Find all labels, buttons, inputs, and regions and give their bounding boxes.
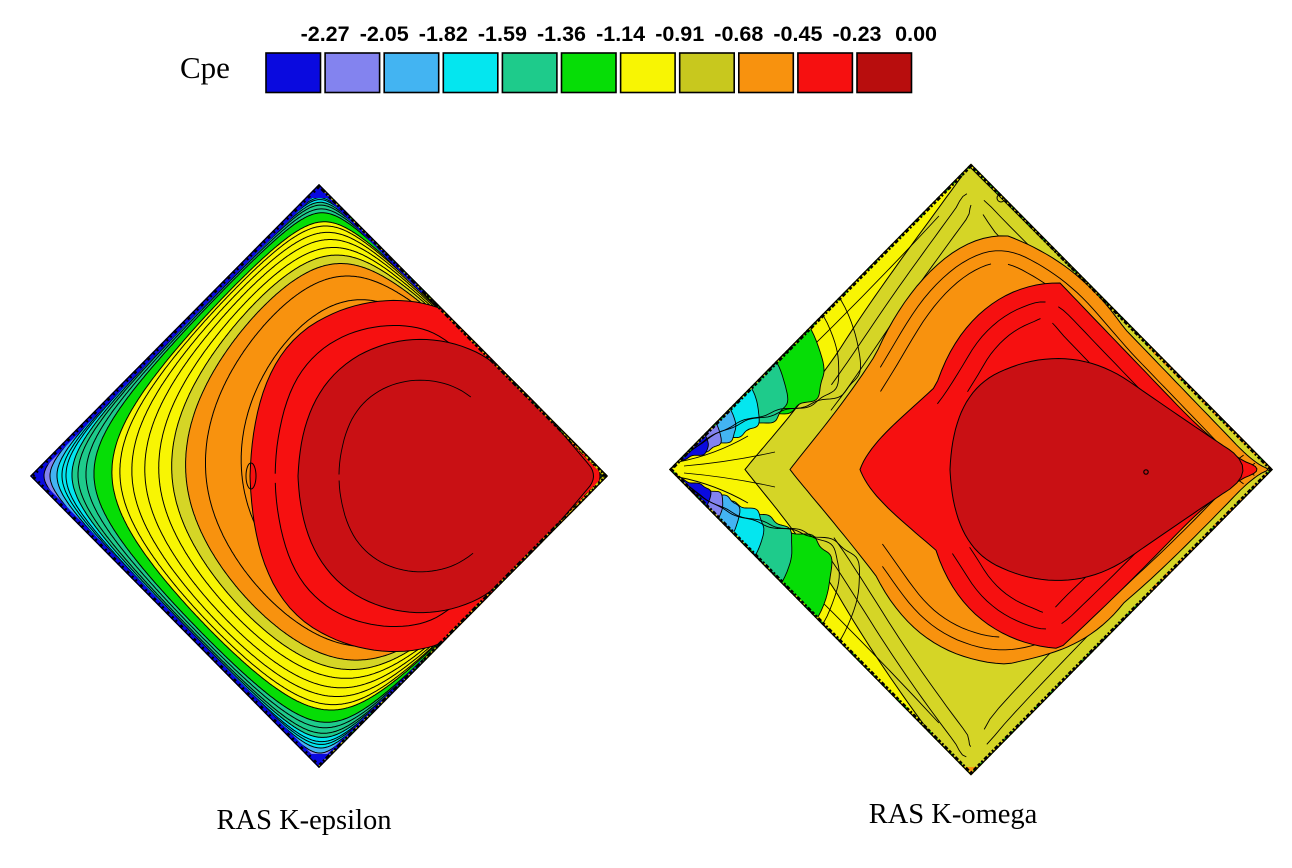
svg-text:Cpe: Cpe	[180, 50, 230, 85]
svg-text:RAS K-epsilon: RAS K-epsilon	[217, 805, 392, 836]
svg-text:0.00: 0.00	[895, 22, 937, 46]
svg-text:-0.91: -0.91	[655, 22, 704, 46]
svg-text:-2.05: -2.05	[360, 22, 409, 46]
svg-text:-1.36: -1.36	[537, 22, 586, 46]
svg-text:RAS K-omega: RAS K-omega	[869, 799, 1038, 830]
svg-text:-0.45: -0.45	[773, 22, 822, 46]
svg-text:-1.59: -1.59	[478, 22, 527, 46]
svg-text:-1.82: -1.82	[419, 22, 468, 46]
svg-text:-2.27: -2.27	[301, 22, 350, 46]
svg-text:-1.14: -1.14	[596, 22, 645, 46]
svg-text:-0.23: -0.23	[832, 22, 881, 46]
svg-text:-0.68: -0.68	[714, 22, 763, 46]
